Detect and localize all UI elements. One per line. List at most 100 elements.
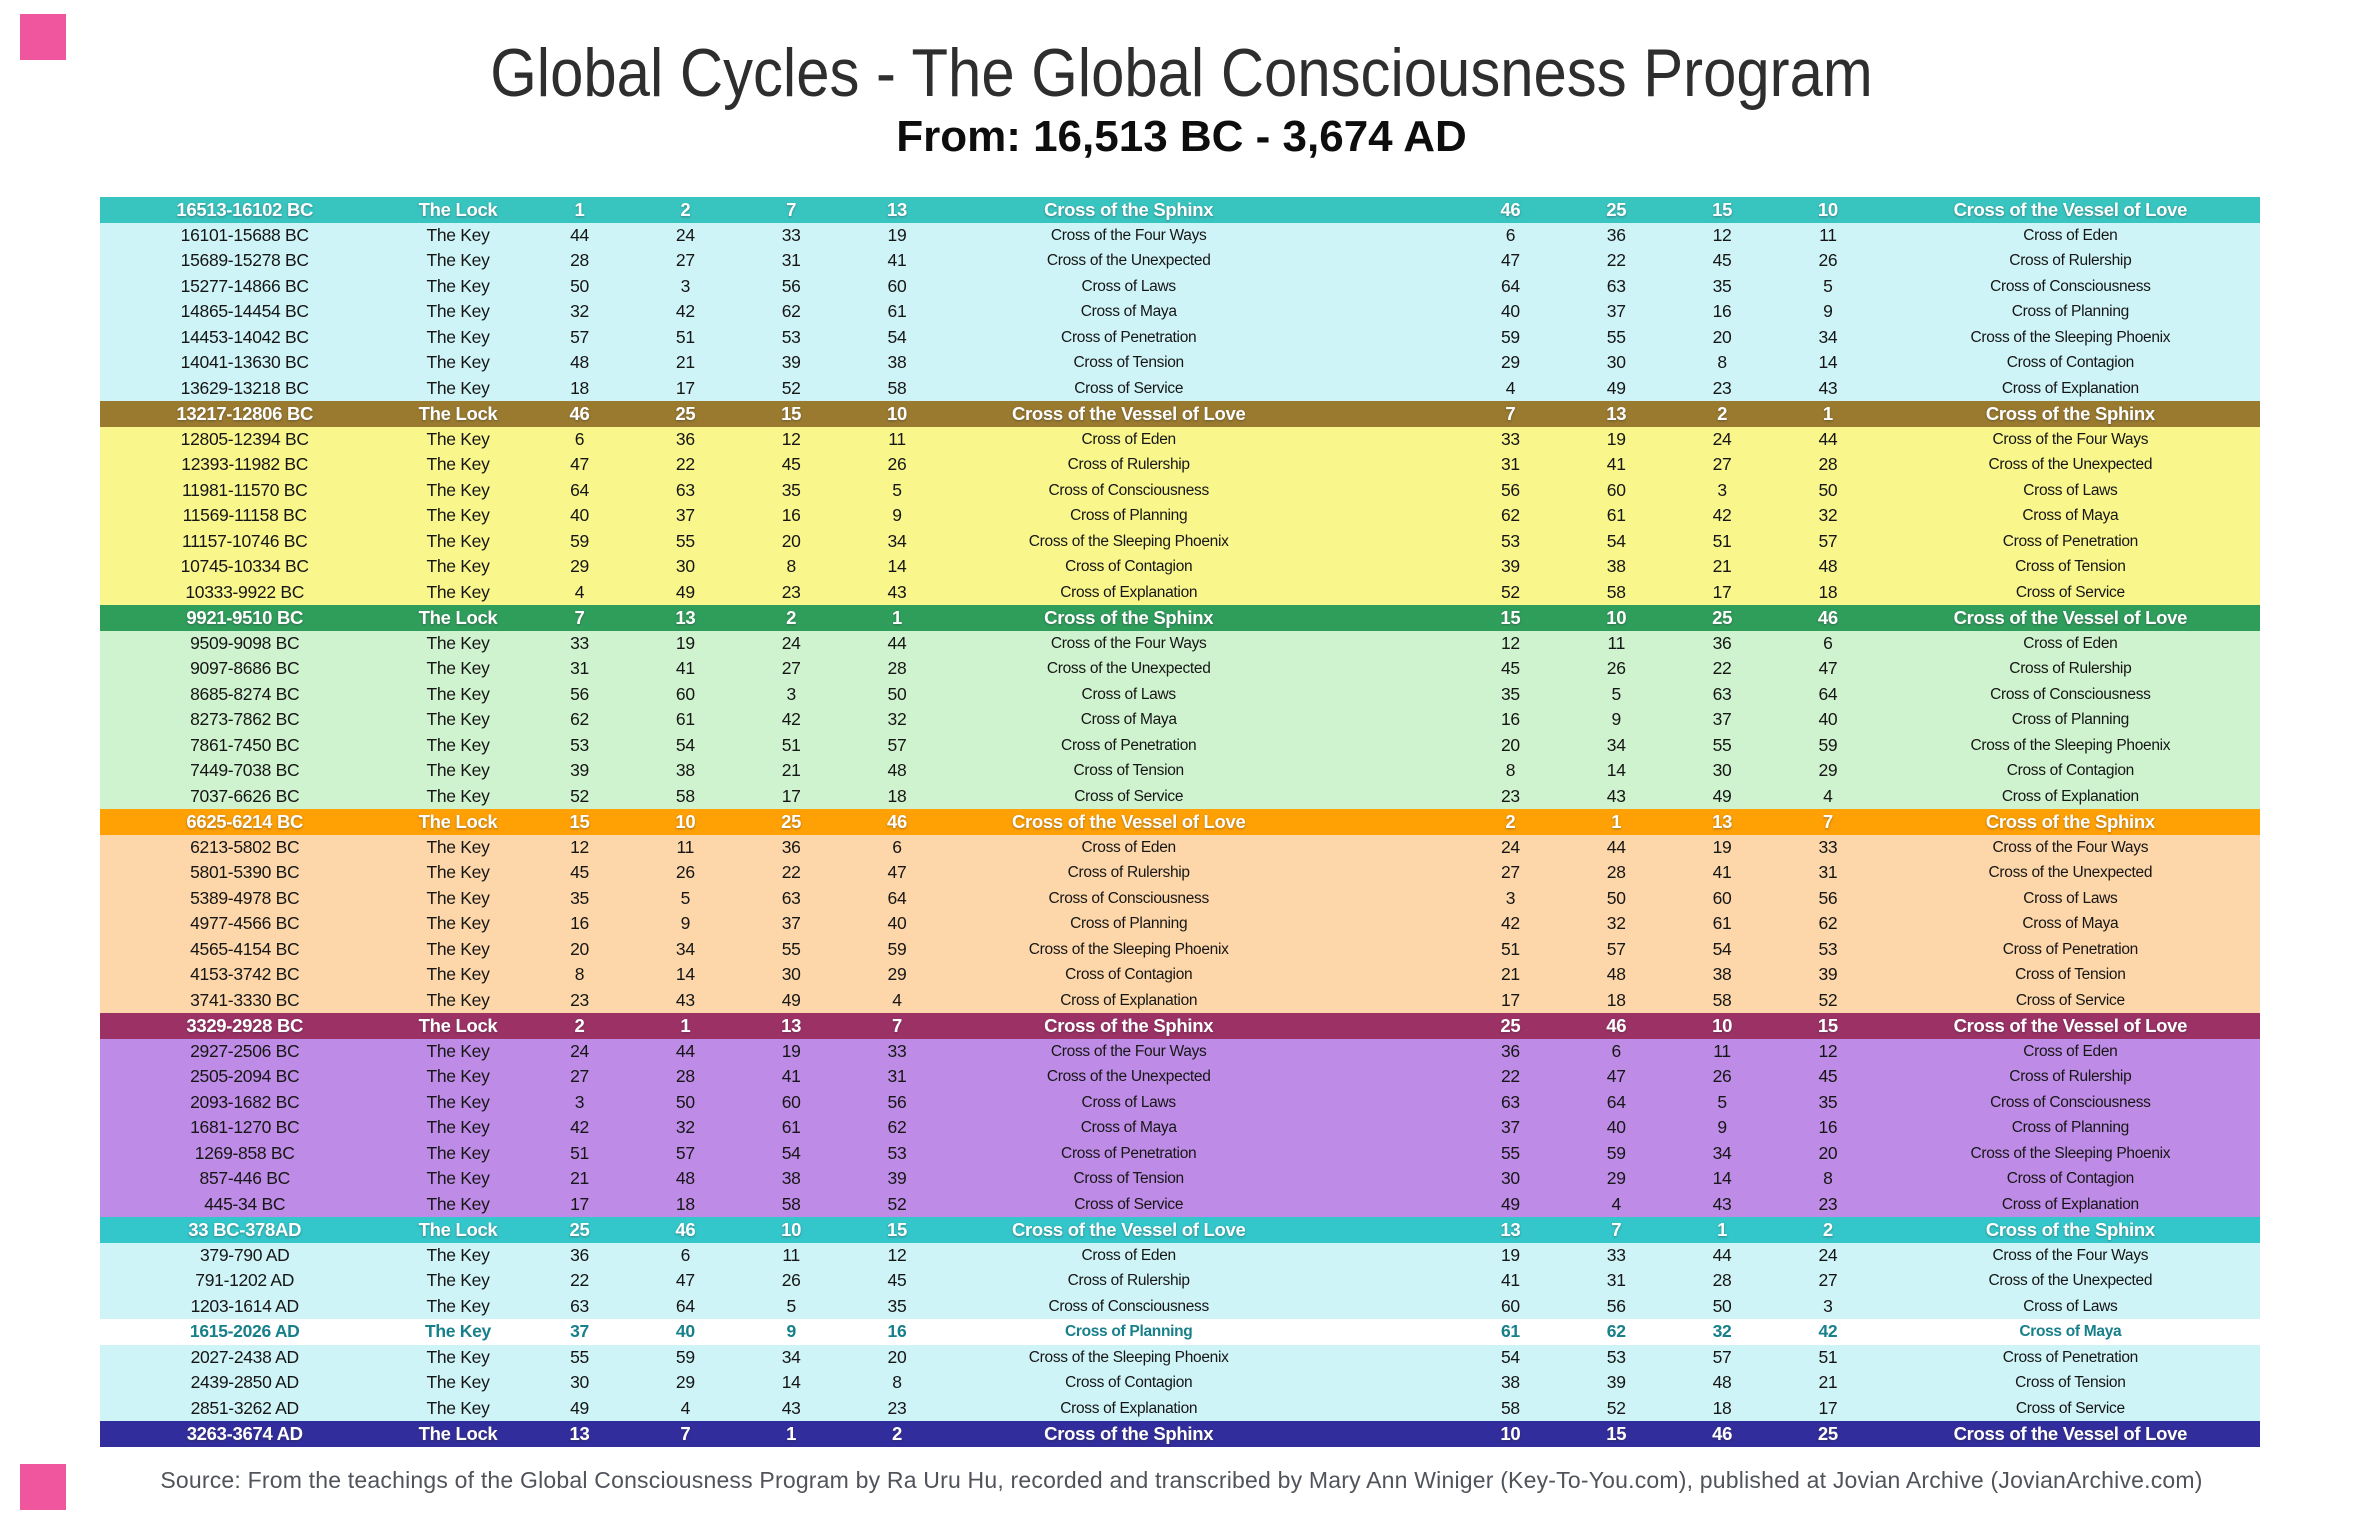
gate-number-cell: 54 xyxy=(887,326,907,347)
gate-number-cell: 59 xyxy=(675,1346,695,1367)
gate-number-cell: 60 xyxy=(1500,1295,1520,1316)
gate-number-cell: 48 xyxy=(887,760,907,780)
lock-key-cell: The Key xyxy=(426,581,490,602)
gate-number-cell: 37 xyxy=(570,1321,589,1341)
cross-name-cell: Cross of Contagion xyxy=(1065,558,1193,575)
gate-number-cell: 19 xyxy=(781,1040,801,1061)
gate-number-cell: 13 xyxy=(675,606,696,628)
key-row: 1203-1614 AD The Key 63 64 5 35 Cross of Consc… xyxy=(100,1293,2260,1319)
cross-name-cell: Cross of Penetration xyxy=(2002,940,2139,958)
key-row: 15277-14866 BC The Key 50 3 56 60 Cross of Law… xyxy=(100,273,2260,299)
lock-key-cell: The Lock xyxy=(418,1014,498,1036)
gate-number-cell: 13 xyxy=(569,1422,590,1444)
gate-number-cell: 60 xyxy=(1712,887,1732,908)
gate-number-cell: 5 xyxy=(892,479,902,500)
gate-number-cell: 5 xyxy=(786,1295,796,1316)
gate-number-cell: 47 xyxy=(1500,250,1520,270)
lock-key-cell: The Key xyxy=(426,1193,490,1214)
gate-number-cell: 20 xyxy=(1712,326,1732,347)
gate-number-cell: 16 xyxy=(781,505,801,525)
gate-number-cell: 13 xyxy=(781,1014,802,1036)
gate-number-cell: 59 xyxy=(887,938,907,959)
cross-name-cell: Cross of Rulership xyxy=(1067,864,1190,881)
gate-number-cell: 29 xyxy=(675,1372,695,1392)
gate-number-cell: 63 xyxy=(675,479,695,500)
gate-number-cell: 51 xyxy=(675,326,695,347)
gate-number-cell: 34 xyxy=(1818,326,1838,347)
cross-name-cell: Cross of the Sleeping Phoenix xyxy=(1970,328,2171,346)
gate-number-cell: 42 xyxy=(570,1117,589,1137)
gate-number-cell: 21 xyxy=(1712,556,1732,576)
gate-number-cell: 63 xyxy=(1606,275,1626,296)
gate-number-cell: 4 xyxy=(1823,785,1833,806)
gate-number-cell: 8 xyxy=(1505,760,1516,780)
gate-number-cell: 16 xyxy=(570,913,589,933)
gate-number-cell: 9 xyxy=(892,505,902,525)
date-range-cell: 6625-6214 BC xyxy=(186,810,304,832)
gate-number-cell: 63 xyxy=(1500,1091,1520,1112)
gate-number-cell: 11 xyxy=(782,1244,800,1265)
gate-number-cell: 22 xyxy=(570,1270,589,1290)
gate-number-cell: 21 xyxy=(570,1168,589,1188)
cross-name-cell: Cross of Tension xyxy=(1073,762,1185,779)
gate-number-cell: 11 xyxy=(1607,632,1626,653)
gate-number-cell: 61 xyxy=(887,301,907,321)
page-title: Global Cycles - The Global Consciousness… xyxy=(490,35,1873,111)
gate-number-cell: 44 xyxy=(675,1040,695,1061)
gate-number-cell: 10 xyxy=(1817,198,1838,220)
gate-number-cell: 54 xyxy=(1606,530,1626,551)
gate-number-cell: 17 xyxy=(1500,989,1520,1010)
gate-number-cell: 55 xyxy=(1500,1142,1520,1163)
gate-number-cell: 33 xyxy=(1606,1244,1626,1265)
gate-number-cell: 45 xyxy=(1712,250,1732,270)
gate-number-cell: 3 xyxy=(786,683,796,704)
gate-number-cell: 43 xyxy=(675,989,695,1010)
cross-name-cell: Cross of Penetration xyxy=(2002,532,2139,550)
gate-number-cell: 3 xyxy=(1505,887,1516,908)
date-range-cell: 14041-13630 BC xyxy=(180,352,309,372)
gate-number-cell: 54 xyxy=(1500,1346,1520,1367)
page-subtitle: From: 16,513 BC - 3,674 AD xyxy=(896,112,1467,161)
lock-key-cell: The Key xyxy=(426,683,490,704)
cross-name-cell: Cross of the Sleeping Phoenix xyxy=(1028,532,1229,550)
lock-key-cell: The Key xyxy=(426,938,490,959)
gate-number-cell: 18 xyxy=(1818,581,1838,602)
date-range-cell: 2927-2506 BC xyxy=(190,1040,300,1061)
gate-number-cell: 32 xyxy=(1712,1321,1732,1341)
gate-number-cell: 25 xyxy=(1500,1014,1521,1036)
gate-number-cell: 51 xyxy=(1818,1346,1838,1367)
gate-number-cell: 17 xyxy=(781,785,801,806)
gate-number-cell: 1 xyxy=(1717,1218,1728,1240)
gate-number-cell: 35 xyxy=(1500,683,1520,704)
gate-number-cell: 14 xyxy=(675,964,695,984)
gate-number-cell: 63 xyxy=(1712,683,1732,704)
gate-number-cell: 18 xyxy=(1606,989,1626,1010)
gate-number-cell: 43 xyxy=(1712,1193,1732,1214)
gate-number-cell: 51 xyxy=(781,734,801,755)
gate-number-cell: 53 xyxy=(1500,530,1520,551)
cross-name-cell: Cross of Service xyxy=(2015,583,2125,601)
date-range-cell: 2505-2094 BC xyxy=(190,1066,300,1086)
lock-header-row: 13217-12806 BC The Lock 46 25 15 10 Cross of t… xyxy=(100,401,2260,427)
date-range-cell: 9509-9098 BC xyxy=(190,632,300,653)
lock-key-cell: The Key xyxy=(426,301,490,321)
date-range-cell: 3741-3330 BC xyxy=(190,989,300,1010)
lock-key-cell: The Key xyxy=(426,1372,490,1392)
cross-name-cell: Cross of the Unexpected xyxy=(1988,1272,2153,1289)
cross-name-cell: Cross of Maya xyxy=(2019,1323,2122,1340)
gate-number-cell: 27 xyxy=(570,1066,589,1086)
gate-number-cell: 39 xyxy=(781,352,801,372)
cross-name-cell: Cross of the Unexpected xyxy=(1046,1068,1211,1085)
lock-key-cell: The Key xyxy=(426,556,490,576)
gate-number-cell: 12 xyxy=(1712,224,1732,245)
gate-number-cell: 35 xyxy=(887,1295,907,1316)
key-row: 7449-7038 BC The Key 39 38 21 48 Cross of Tens… xyxy=(100,758,2260,784)
gate-number-cell: 62 xyxy=(781,301,801,321)
gate-number-cell: 13 xyxy=(1500,1218,1521,1240)
gate-number-cell: 12 xyxy=(887,1244,907,1265)
gate-number-cell: 7 xyxy=(1822,810,1833,832)
gate-number-cell: 55 xyxy=(675,530,695,551)
gate-number-cell: 4 xyxy=(574,581,585,602)
gate-number-cell: 27 xyxy=(1500,862,1520,882)
lock-key-cell: The Key xyxy=(426,275,490,296)
